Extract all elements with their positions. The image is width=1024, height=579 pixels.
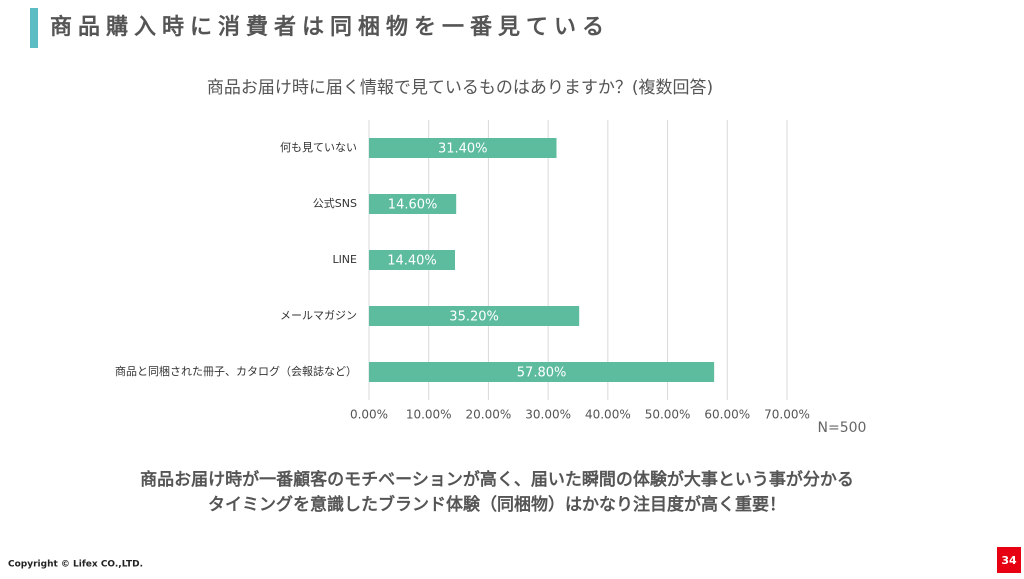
bar	[369, 306, 580, 326]
bar	[369, 138, 557, 158]
y-tick-label: メールマガジン	[280, 309, 357, 322]
heading: 商品購入時に消費者は同梱物を一番見ている	[50, 14, 610, 40]
y-tick-label: 何も見ていない	[280, 141, 357, 154]
conclusion: 商品お届け時が一番顧客のモチベーションが高く、届いた瞬間の体験が大事という事が分…	[140, 469, 854, 490]
x-tick-label: 40.00%	[585, 408, 631, 422]
value-label: 57.80%	[517, 366, 567, 381]
x-tick-label: 30.00%	[525, 408, 571, 422]
x-tick-label: 0.00%	[350, 408, 388, 422]
heading-accent	[30, 8, 38, 48]
value-label: 14.40%	[387, 254, 437, 269]
copyright: Copyright © Lifex CO.,LTD.	[8, 560, 143, 570]
bar	[369, 362, 715, 382]
value-label: 14.60%	[388, 198, 438, 213]
x-tick-label: 20.00%	[466, 408, 512, 422]
y-tick-label: 商品と同梱された冊子、カタログ（会報誌など）	[115, 364, 357, 378]
x-tick-label: 50.00%	[645, 408, 691, 422]
conclusion: タイミングを意識したブランド体験（同梱物）はかなり注目度が高く重要！	[208, 494, 786, 515]
page-number-box	[997, 547, 1021, 573]
y-tick-label: 公式SNS	[313, 197, 357, 210]
plot: 0.00% 10.00% 20.00% 30.00% 40.00% 50.00% 60.00…	[115, 120, 810, 422]
value-label: 35.20%	[449, 310, 499, 325]
x-tick-label: 60.00%	[704, 408, 750, 422]
chart-title: 商品お届け時に届く情報で見ているものはありますか？(複数回答)	[207, 78, 713, 98]
y-tick-label: LINE	[332, 253, 357, 266]
bar	[369, 194, 457, 214]
page-number: 34	[1001, 554, 1017, 567]
x-tick-label: 70.00%	[764, 408, 810, 422]
value-label: 31.40%	[438, 142, 488, 157]
annotation: N=500	[818, 420, 867, 436]
x-tick-label: 10.00%	[406, 408, 452, 422]
bar	[369, 250, 455, 270]
